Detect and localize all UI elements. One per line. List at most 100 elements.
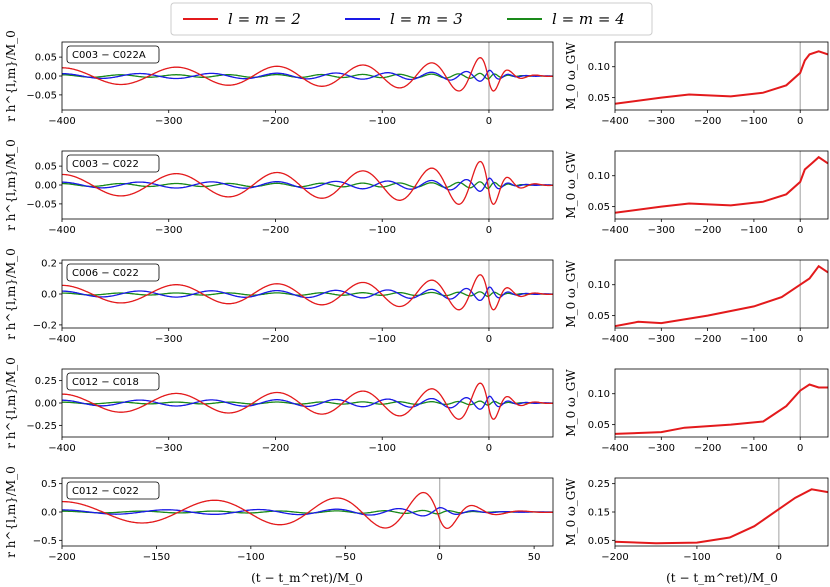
y-tick-label: 0.5: [41, 479, 57, 490]
strain-series: [62, 57, 553, 92]
strain-series: [62, 382, 553, 420]
y-axis-label-right: M_0 ω_GW: [564, 260, 578, 328]
run-label-box: [66, 263, 160, 282]
run-label: C003 − C022A: [72, 50, 146, 61]
y-tick-label: 0.2: [41, 259, 57, 270]
series-l2: [62, 382, 553, 420]
series-freq: [615, 50, 828, 105]
freq-series: [615, 383, 828, 435]
axes-frame: [61, 259, 554, 329]
freq-series: [615, 488, 828, 545]
run-label-box: [66, 372, 160, 391]
legend-box: [170, 2, 653, 36]
axes-frame: [61, 150, 554, 220]
y-tick-label: 0.25: [588, 479, 610, 490]
y-axis-label-left: r h^{l,m}/M_0: [4, 357, 18, 449]
series-l2: [62, 491, 553, 530]
x-tick-label: 0: [797, 443, 803, 454]
series-l2: [62, 160, 553, 206]
axes-frame: [614, 368, 829, 438]
axes-frame: [614, 150, 829, 220]
y-tick-label: −0.05: [26, 90, 57, 101]
x-axis-label-left: (t − t_m^ret)/M_0: [251, 571, 363, 585]
y-axis-label-left: r h^{l,m}/M_0: [4, 248, 18, 340]
legend: l = m = 2 l = m = 3 l = m = 4: [170, 2, 653, 36]
axes-frame: [61, 477, 554, 547]
y-axis-label-right: M_0 ω_GW: [564, 42, 578, 110]
x-tick-label: −50: [335, 552, 356, 563]
series-l4: [62, 181, 553, 190]
axes-frame: [614, 477, 829, 547]
freq-series: [615, 155, 828, 214]
x-tick-label: −300: [155, 116, 182, 127]
panel-4: −400 −300 −200 −100 0 0.25 0.00 −0.25 C012 − C01…: [4, 357, 829, 454]
x-tick-label: −400: [601, 225, 628, 236]
y-tick-label: −0.2: [33, 320, 57, 331]
x-tick-label: −400: [601, 334, 628, 345]
x-tick-label: −100: [740, 443, 767, 454]
y-tick-label: 0.0: [41, 290, 57, 301]
strain-series: [62, 274, 553, 311]
y-tick-label: 0.05: [588, 420, 610, 431]
freq-series: [615, 50, 828, 105]
axes-frame: [614, 41, 829, 111]
y-tick-label: −0.25: [26, 421, 57, 432]
x-tick-label: 0: [486, 116, 492, 127]
y-tick-label: −0.05: [26, 199, 57, 210]
y-tick-label: 0.00: [35, 72, 57, 83]
y-tick-label: 0.05: [588, 93, 610, 104]
x-tick-label: 0: [797, 225, 803, 236]
x-tick-label: −200: [694, 334, 721, 345]
x-tick-label: −100: [740, 334, 767, 345]
y-axis-label-left: r h^{l,m}/M_0: [4, 30, 18, 122]
y-tick-label: 0.15: [588, 508, 610, 519]
x-tick-label: −100: [740, 116, 767, 127]
panel-5: −200 −150 −100 −50 0 50 0.5 0.0 −0.5 C012 − C022 r…: [4, 466, 829, 563]
x-tick-label: −100: [368, 116, 395, 127]
series-freq: [615, 383, 828, 435]
x-tick-label: −200: [262, 225, 289, 236]
x-tick-label: −200: [262, 116, 289, 127]
x-tick-label: −100: [683, 552, 710, 563]
y-axis-label-right: M_0 ω_GW: [564, 369, 578, 437]
run-label-box: [66, 481, 160, 500]
y-axis-label-right: M_0 ω_GW: [564, 151, 578, 219]
x-tick-label: 50: [528, 552, 541, 563]
x-tick-label: −200: [262, 443, 289, 454]
y-tick-label: 0.10: [588, 280, 610, 291]
y-tick-label: 0.10: [588, 389, 610, 400]
x-tick-label: 0: [797, 334, 803, 345]
y-axis-label-right: M_0 ω_GW: [564, 478, 578, 546]
x-tick-label: −300: [648, 334, 675, 345]
legend-label-l3: l = m = 3: [390, 10, 463, 28]
x-tick-label: −200: [48, 552, 75, 563]
x-tick-label: −400: [601, 116, 628, 127]
x-tick-label: 0: [486, 334, 492, 345]
series-l4: [62, 400, 553, 406]
x-tick-label: −200: [694, 443, 721, 454]
y-tick-label: 0.10: [588, 171, 610, 182]
x-tick-label: −400: [48, 116, 75, 127]
y-tick-label: −0.5: [33, 536, 57, 547]
x-tick-label: −100: [368, 443, 395, 454]
x-tick-label: −300: [155, 443, 182, 454]
y-tick-label: 0.05: [588, 202, 610, 213]
x-tick-label: 0: [776, 552, 782, 563]
series-freq: [615, 488, 828, 545]
x-tick-label: −200: [601, 552, 628, 563]
x-tick-label: −200: [262, 334, 289, 345]
y-tick-label: 0.05: [588, 536, 610, 547]
x-tick-label: 0: [437, 552, 443, 563]
panel-1: −400 −300 −200 −100 0 0.05 0.00 −0.05 C003 − C02…: [4, 30, 829, 127]
y-tick-label: 0.0: [41, 508, 57, 519]
x-tick-label: −400: [48, 225, 75, 236]
x-tick-label: −300: [155, 225, 182, 236]
y-tick-label: 0.00: [35, 181, 57, 192]
y-tick-label: 0.05: [35, 162, 57, 173]
y-tick-label: 0.10: [588, 62, 610, 73]
run-label-box: [66, 154, 160, 173]
series-l2: [62, 274, 553, 311]
x-tick-label: 0: [486, 225, 492, 236]
